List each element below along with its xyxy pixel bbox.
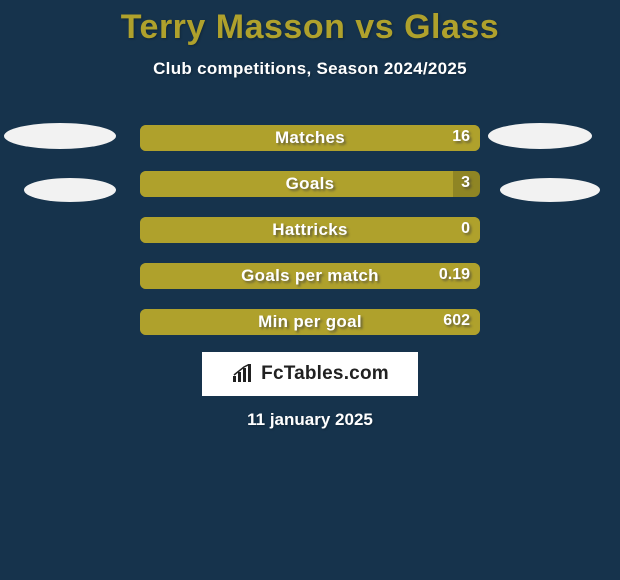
stat-row: Min per goal602 <box>0 309 620 355</box>
subtitle: Club competitions, Season 2024/2025 <box>0 59 620 79</box>
stat-bar <box>140 125 480 151</box>
comparison-card: Terry Masson vs Glass Club competitions,… <box>0 0 620 580</box>
brand-logo: FcTables.com <box>202 352 418 396</box>
stat-bar-fill <box>140 309 480 335</box>
stat-bar-fill <box>140 171 453 197</box>
stat-bar-fill <box>140 217 480 243</box>
stat-bar <box>140 263 480 289</box>
stat-rows: Matches16Goals3Hattricks0Goals per match… <box>0 125 620 355</box>
brand-text: FcTables.com <box>261 363 389 385</box>
stat-row: Goals per match0.19 <box>0 263 620 309</box>
left-ellipse-1 <box>24 178 116 202</box>
right-ellipse-0 <box>488 123 592 149</box>
stat-row: Hattricks0 <box>0 217 620 263</box>
stat-bar <box>140 171 480 197</box>
stat-bar-fill <box>140 125 480 151</box>
page-title: Terry Masson vs Glass <box>0 0 620 47</box>
date-line: 11 january 2025 <box>0 410 620 430</box>
stat-bar <box>140 309 480 335</box>
bar-chart-icon <box>231 364 255 384</box>
left-ellipse-0 <box>4 123 116 149</box>
stat-bar-fill <box>140 263 480 289</box>
right-ellipse-1 <box>500 178 600 202</box>
stat-bar <box>140 217 480 243</box>
